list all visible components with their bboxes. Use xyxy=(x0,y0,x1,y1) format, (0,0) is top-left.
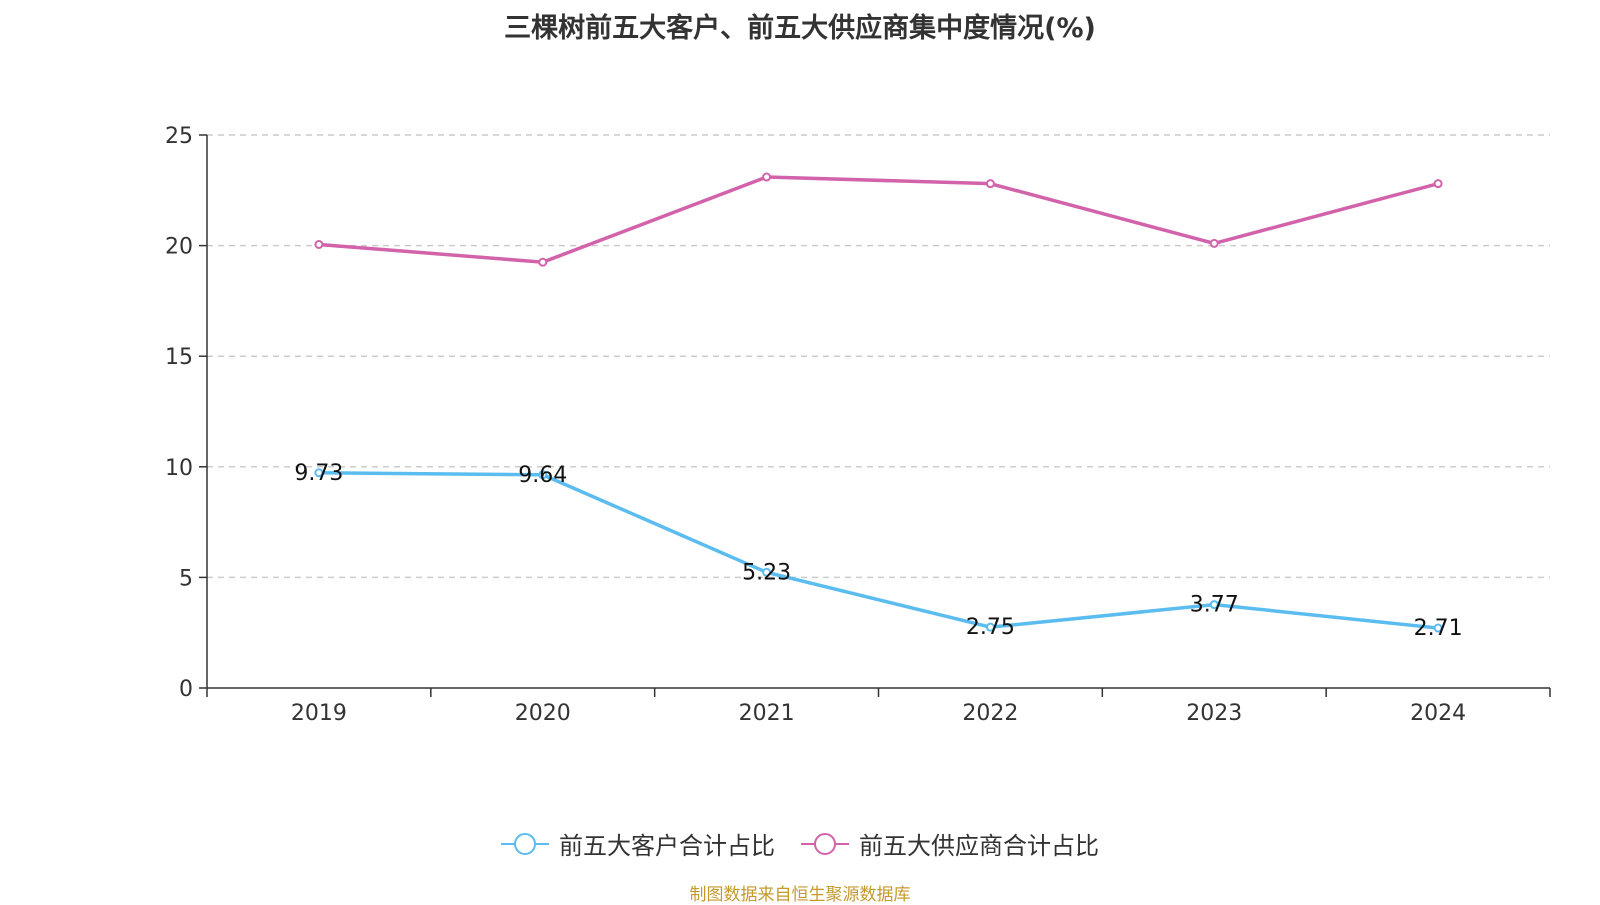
point-s1-2021 xyxy=(762,172,772,182)
legend-swatch-customers xyxy=(501,832,549,856)
data-label-s0-2024: 2.71 xyxy=(1414,616,1463,641)
legend-label-customers: 前五大客户合计占比 xyxy=(559,832,775,860)
point-s0-2019 xyxy=(314,468,324,478)
data-label-s0-2020: 9.64 xyxy=(518,463,567,488)
legend-label-suppliers: 前五大供应商合计占比 xyxy=(859,832,1099,860)
x-tick-label-2019: 2019 xyxy=(291,701,347,726)
point-s0-2024 xyxy=(1433,623,1443,633)
data-label-s0-2023: 3.77 xyxy=(1190,593,1239,618)
y-tick-label-0: 0 xyxy=(179,677,193,702)
point-s0-2023 xyxy=(1209,600,1219,610)
x-tick-label-2020: 2020 xyxy=(515,701,571,726)
point-s1-2023 xyxy=(1209,238,1219,248)
data-label-s0-2021: 5.23 xyxy=(742,560,791,585)
y-tick-label-20: 20 xyxy=(165,235,193,260)
x-tick-label-2021: 2021 xyxy=(739,701,795,726)
y-tick-label-10: 10 xyxy=(165,456,193,481)
series-line-1 xyxy=(318,175,1439,264)
legend-item-customers[interactable]: 前五大客户合计占比 xyxy=(501,826,775,861)
point-s1-2022 xyxy=(985,179,995,189)
y-tick-label-25: 25 xyxy=(165,124,193,149)
point-s0-2022 xyxy=(985,622,995,632)
legend-swatch-suppliers xyxy=(801,832,849,856)
source-note: 制图数据来自恒生聚源数据库 xyxy=(689,885,911,905)
data-label-s0-2019: 9.73 xyxy=(294,461,343,486)
point-s0-2021 xyxy=(762,567,772,577)
chart-title: 三棵树前五大客户、前五大供应商集中度情况(%) xyxy=(504,13,1096,44)
series-line-0 xyxy=(318,471,1439,630)
legend-item-suppliers[interactable]: 前五大供应商合计占比 xyxy=(801,826,1099,861)
point-s1-2024 xyxy=(1433,179,1443,189)
x-tick-label-2022: 2022 xyxy=(962,701,1018,726)
point-s1-2020 xyxy=(538,257,548,267)
x-tick-label-2024: 2024 xyxy=(1410,701,1466,726)
y-tick-label-5: 5 xyxy=(179,566,193,591)
point-s1-2019 xyxy=(314,239,324,249)
x-tick-label-2023: 2023 xyxy=(1186,701,1242,726)
legend: 前五大客户合计占比 前五大供应商合计占比 xyxy=(0,826,1600,861)
point-s0-2020 xyxy=(538,470,548,480)
data-label-s0-2022: 2.75 xyxy=(966,615,1015,640)
y-tick-label-15: 15 xyxy=(165,345,193,370)
